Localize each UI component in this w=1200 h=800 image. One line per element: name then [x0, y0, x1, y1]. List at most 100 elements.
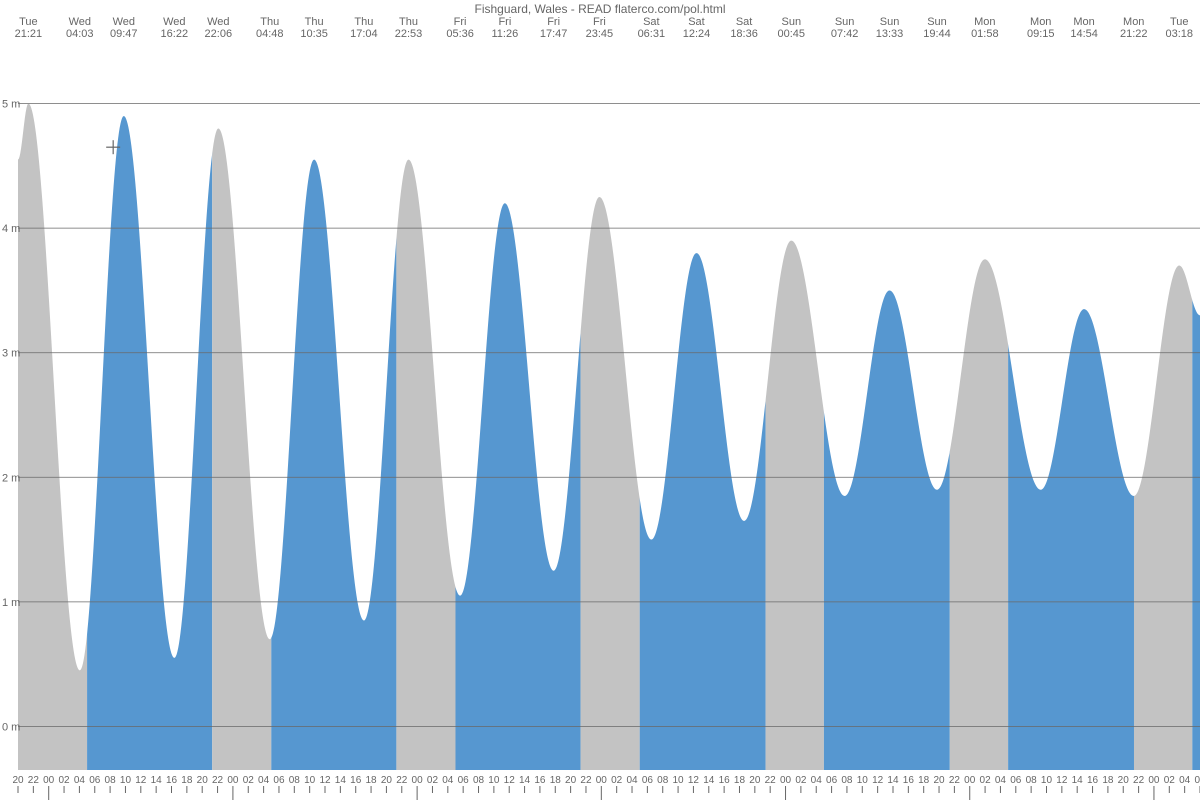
top-extrema-labels: Tue21:21Wed04:03Wed09:47Wed16:22Wed22:06…	[0, 16, 1200, 44]
svg-text:18: 18	[918, 775, 930, 786]
svg-text:02: 02	[1164, 775, 1176, 786]
svg-text:10: 10	[673, 775, 685, 786]
svg-text:16: 16	[1087, 775, 1099, 786]
svg-text:08: 08	[1026, 775, 1038, 786]
svg-text:18: 18	[550, 775, 562, 786]
svg-text:18: 18	[366, 775, 378, 786]
svg-text:22: 22	[396, 775, 408, 786]
extrema-label: Fri11:26	[480, 16, 530, 40]
extrema-label: Wed09:47	[99, 16, 149, 40]
svg-text:1 m: 1 m	[2, 597, 20, 609]
extrema-label: Fri17:47	[529, 16, 579, 40]
svg-text:20: 20	[749, 775, 761, 786]
extrema-label: Thu10:35	[289, 16, 339, 40]
svg-text:06: 06	[1010, 775, 1022, 786]
extrema-label: Wed04:03	[55, 16, 105, 40]
extrema-label: Thu22:53	[384, 16, 434, 40]
svg-text:18: 18	[1102, 775, 1114, 786]
extrema-label: Tue21:21	[3, 16, 53, 40]
svg-text:08: 08	[657, 775, 669, 786]
svg-text:18: 18	[734, 775, 746, 786]
svg-text:12: 12	[135, 775, 147, 786]
svg-text:22: 22	[28, 775, 40, 786]
svg-text:06: 06	[89, 775, 101, 786]
svg-text:10: 10	[857, 775, 869, 786]
svg-text:14: 14	[1072, 775, 1084, 786]
svg-text:00: 00	[780, 775, 792, 786]
svg-text:10: 10	[1041, 775, 1053, 786]
svg-text:14: 14	[151, 775, 163, 786]
svg-text:04: 04	[995, 775, 1007, 786]
svg-text:00: 00	[412, 775, 424, 786]
svg-text:10: 10	[488, 775, 500, 786]
svg-text:16: 16	[903, 775, 915, 786]
extrema-label: Thu17:04	[339, 16, 389, 40]
extrema-label: Mon01:58	[960, 16, 1010, 40]
svg-text:08: 08	[105, 775, 117, 786]
svg-text:10: 10	[304, 775, 316, 786]
svg-text:22: 22	[580, 775, 592, 786]
svg-text:02: 02	[243, 775, 255, 786]
extrema-label: Wed22:06	[193, 16, 243, 40]
svg-text:20: 20	[381, 775, 393, 786]
extrema-label: Sat06:31	[626, 16, 676, 40]
svg-text:06: 06	[642, 775, 654, 786]
svg-text:16: 16	[166, 775, 178, 786]
svg-text:00: 00	[227, 775, 239, 786]
svg-text:20: 20	[933, 775, 945, 786]
svg-text:22: 22	[949, 775, 961, 786]
extrema-label: Sun07:42	[820, 16, 870, 40]
svg-text:14: 14	[335, 775, 347, 786]
svg-text:06: 06	[273, 775, 285, 786]
svg-text:20: 20	[197, 775, 209, 786]
extrema-label: Sun00:45	[766, 16, 816, 40]
svg-text:16: 16	[350, 775, 362, 786]
svg-text:2 m: 2 m	[2, 472, 20, 484]
extrema-label: Fri23:45	[574, 16, 624, 40]
svg-text:22: 22	[1133, 775, 1145, 786]
svg-text:14: 14	[519, 775, 531, 786]
svg-text:08: 08	[841, 775, 853, 786]
svg-text:02: 02	[611, 775, 623, 786]
svg-text:20: 20	[12, 775, 24, 786]
extrema-label: Wed16:22	[149, 16, 199, 40]
extrema-label: Fri05:36	[435, 16, 485, 40]
extrema-label: Tue03:18	[1154, 16, 1200, 40]
svg-text:18: 18	[181, 775, 193, 786]
svg-text:16: 16	[719, 775, 731, 786]
svg-text:00: 00	[1148, 775, 1160, 786]
svg-text:00: 00	[964, 775, 976, 786]
extrema-label: Sat12:24	[671, 16, 721, 40]
svg-text:12: 12	[504, 775, 516, 786]
svg-text:04: 04	[74, 775, 86, 786]
svg-text:14: 14	[703, 775, 715, 786]
extrema-label: Mon21:22	[1109, 16, 1159, 40]
svg-text:04: 04	[258, 775, 270, 786]
svg-text:08: 08	[289, 775, 301, 786]
tide-chart: Fishguard, Wales - READ flaterco.com/pol…	[0, 0, 1200, 800]
svg-text:00: 00	[43, 775, 55, 786]
svg-text:02: 02	[980, 775, 992, 786]
svg-text:22: 22	[212, 775, 224, 786]
extrema-label: Sun19:44	[912, 16, 962, 40]
extrema-label: Sun13:33	[865, 16, 915, 40]
svg-text:06: 06	[1194, 775, 1200, 786]
svg-text:10: 10	[120, 775, 132, 786]
svg-text:12: 12	[872, 775, 884, 786]
svg-text:04: 04	[811, 775, 823, 786]
svg-text:12: 12	[1056, 775, 1068, 786]
chart-svg: 0 m1 m2 m3 m4 m5 m2022000204060810121416…	[0, 0, 1200, 800]
svg-text:3 m: 3 m	[2, 348, 20, 360]
svg-text:22: 22	[765, 775, 777, 786]
svg-text:04: 04	[1179, 775, 1191, 786]
svg-text:00: 00	[596, 775, 608, 786]
svg-text:04: 04	[442, 775, 454, 786]
svg-text:0 m: 0 m	[2, 721, 20, 733]
svg-text:08: 08	[473, 775, 485, 786]
chart-title: Fishguard, Wales - READ flaterco.com/pol…	[0, 2, 1200, 16]
svg-text:04: 04	[626, 775, 638, 786]
svg-text:06: 06	[826, 775, 838, 786]
svg-text:12: 12	[319, 775, 331, 786]
svg-text:20: 20	[1118, 775, 1130, 786]
svg-text:02: 02	[58, 775, 70, 786]
